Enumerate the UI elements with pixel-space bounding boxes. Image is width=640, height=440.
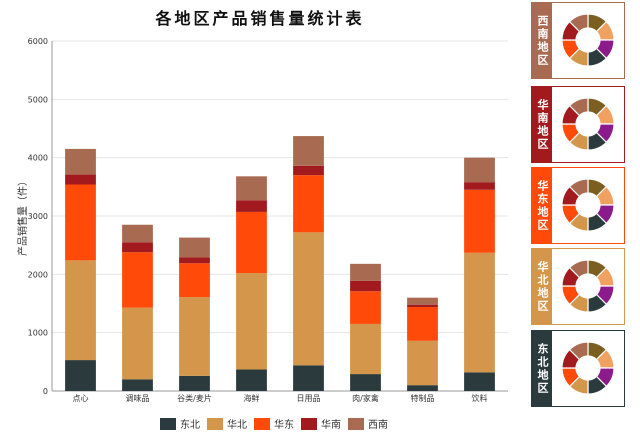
bar-segment[interactable] [407, 297, 438, 305]
legend-label[interactable]: 华南 [321, 418, 341, 431]
bar-segment[interactable] [179, 263, 210, 298]
y-tick-label: 6000 [28, 37, 48, 46]
x-tick-label: 调味品 [126, 393, 150, 403]
bar-segment[interactable] [350, 323, 381, 375]
bar-segment[interactable] [464, 252, 495, 373]
bar-segment[interactable] [293, 136, 324, 166]
region-panel-label: 华北地区 [532, 249, 552, 324]
region-panel[interactable]: 华南地区 [531, 86, 625, 163]
bar-segment[interactable] [350, 263, 381, 281]
donut-slice[interactable] [568, 259, 589, 279]
donut-chart [561, 13, 615, 67]
x-tick-label: 海鲜 [244, 393, 260, 403]
bar-segment[interactable] [236, 273, 267, 370]
bar-segment[interactable] [122, 252, 153, 308]
bar-segment[interactable] [179, 237, 210, 258]
bar-segment[interactable] [464, 189, 495, 253]
region-panel-label: 华东地区 [532, 168, 552, 243]
legend-swatch [348, 418, 364, 430]
bar-segment[interactable] [179, 375, 210, 391]
x-tick-label: 特制品 [411, 393, 435, 403]
bar-segment[interactable] [122, 307, 153, 380]
donut-slice[interactable] [568, 97, 589, 117]
bar-segment[interactable] [122, 242, 153, 253]
bar-segment[interactable] [236, 369, 267, 391]
bar-segment[interactable] [65, 148, 96, 175]
donut-chart [561, 178, 615, 232]
donut-slice[interactable] [568, 341, 589, 361]
donut-slice[interactable] [568, 178, 589, 198]
donut-chart [561, 97, 615, 151]
y-tick-label: 2000 [28, 270, 48, 279]
bar-segment[interactable] [122, 224, 153, 243]
bar-segment[interactable] [293, 365, 324, 391]
bar-segment[interactable] [350, 374, 381, 391]
donut-chart [561, 341, 615, 395]
x-tick-label: 点心 [73, 394, 89, 403]
y-tick-label: 0 [43, 387, 48, 396]
bar-segment[interactable] [236, 200, 267, 212]
donut-slice[interactable] [568, 13, 589, 33]
bar-segment[interactable] [407, 307, 438, 341]
legend-swatch [160, 418, 176, 430]
bar-segment[interactable] [122, 379, 153, 391]
bar-segment[interactable] [407, 304, 438, 307]
bar-segment[interactable] [65, 360, 96, 391]
bar-segment[interactable] [407, 340, 438, 386]
legend-swatch [254, 418, 270, 430]
x-tick-label: 饮料 [472, 393, 488, 403]
legend-label[interactable]: 华北 [227, 418, 247, 431]
bar-segment[interactable] [236, 211, 267, 274]
y-tick-label: 4000 [28, 154, 48, 163]
legend-swatch [301, 418, 317, 430]
y-tick-label: 1000 [28, 329, 48, 338]
stacked-bar-chart: 各地区产品销售量统计表 产品销售量（件） 点心 调味品 谷类/麦片 海鲜 日用品 肉/家禽… [16, 9, 508, 431]
legend-swatch [207, 418, 223, 430]
bar-segment[interactable] [179, 257, 210, 264]
legend-label[interactable]: 东北 [180, 418, 200, 431]
region-panel[interactable]: 华北地区 [531, 248, 625, 325]
region-panel[interactable]: 西南地区 [531, 2, 625, 79]
bar-segment[interactable] [464, 182, 495, 190]
bar-segment[interactable] [464, 157, 495, 183]
bar-segment[interactable] [407, 385, 438, 391]
region-panel[interactable]: 华东地区 [531, 167, 625, 244]
bar-segment[interactable] [65, 184, 96, 261]
y-tick-label: 5000 [28, 95, 48, 104]
region-panel-label: 西南地区 [532, 3, 552, 78]
region-panel[interactable]: 东北地区 [531, 330, 625, 407]
legend-label[interactable]: 西南 [368, 418, 388, 431]
region-panel-label: 华南地区 [532, 87, 552, 162]
bar-segment[interactable] [293, 165, 324, 176]
bar-segment[interactable] [464, 372, 495, 391]
bar-segment[interactable] [293, 232, 324, 366]
x-tick-label: 日用品 [297, 394, 321, 403]
bar-segment[interactable] [350, 291, 381, 324]
bar-segment[interactable] [350, 280, 381, 292]
bar-segment[interactable] [236, 176, 267, 201]
bar-segment[interactable] [293, 175, 324, 233]
y-tick-label: 3000 [28, 212, 48, 221]
bar-segment[interactable] [179, 297, 210, 376]
bar-segment[interactable] [65, 174, 96, 185]
y-axis-label: 产品销售量（件） [16, 176, 29, 256]
bar-segment[interactable] [65, 260, 96, 361]
x-tick-label: 谷类/麦片 [177, 393, 212, 403]
x-tick-label: 肉/家禽 [352, 393, 379, 403]
region-panel-label: 东北地区 [532, 331, 552, 406]
donut-chart [561, 259, 615, 313]
legend-label[interactable]: 华东 [274, 418, 294, 431]
chart-title: 各地区产品销售量统计表 [154, 9, 364, 28]
